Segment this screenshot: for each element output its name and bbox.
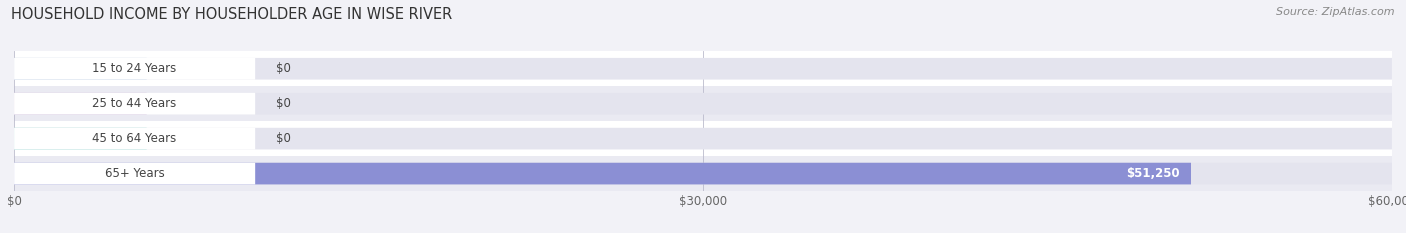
- FancyBboxPatch shape: [14, 93, 1392, 115]
- FancyBboxPatch shape: [14, 163, 1191, 185]
- Text: 15 to 24 Years: 15 to 24 Years: [93, 62, 177, 75]
- Text: Source: ZipAtlas.com: Source: ZipAtlas.com: [1277, 7, 1395, 17]
- FancyBboxPatch shape: [14, 93, 254, 115]
- FancyBboxPatch shape: [14, 128, 1392, 150]
- Bar: [14, 156, 1392, 191]
- Text: 25 to 44 Years: 25 to 44 Years: [93, 97, 177, 110]
- Bar: [14, 51, 1392, 86]
- FancyBboxPatch shape: [14, 163, 1392, 185]
- FancyBboxPatch shape: [14, 58, 146, 80]
- FancyBboxPatch shape: [14, 128, 254, 150]
- Text: $0: $0: [276, 97, 291, 110]
- Text: $51,250: $51,250: [1126, 167, 1180, 180]
- Text: HOUSEHOLD INCOME BY HOUSEHOLDER AGE IN WISE RIVER: HOUSEHOLD INCOME BY HOUSEHOLDER AGE IN W…: [11, 7, 453, 22]
- Text: $0: $0: [276, 132, 291, 145]
- FancyBboxPatch shape: [14, 163, 254, 185]
- FancyBboxPatch shape: [14, 58, 1392, 80]
- FancyBboxPatch shape: [14, 58, 254, 80]
- Text: 65+ Years: 65+ Years: [105, 167, 165, 180]
- FancyBboxPatch shape: [14, 128, 146, 150]
- FancyBboxPatch shape: [14, 93, 146, 115]
- Text: $0: $0: [276, 62, 291, 75]
- Bar: [14, 121, 1392, 156]
- Bar: [14, 86, 1392, 121]
- Text: 45 to 64 Years: 45 to 64 Years: [93, 132, 177, 145]
